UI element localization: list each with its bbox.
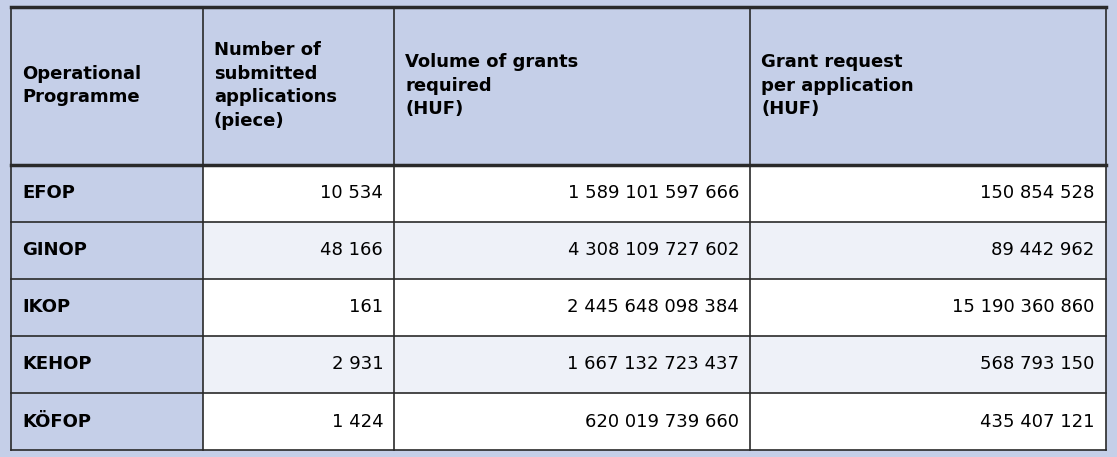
Text: 89 442 962: 89 442 962 [992,241,1095,259]
Bar [203,7,394,165]
Bar [751,222,1106,279]
Text: 568 793 150: 568 793 150 [981,356,1095,373]
Text: KEHOP: KEHOP [22,356,92,373]
Bar [394,393,751,450]
Bar [11,279,202,336]
Text: 1 667 132 723 437: 1 667 132 723 437 [567,356,739,373]
Text: 435 407 121: 435 407 121 [980,413,1095,430]
Text: Number of
submitted
applications
(piece): Number of submitted applications (piece) [214,41,337,130]
Bar [11,7,202,165]
Text: IKOP: IKOP [22,298,70,316]
Bar [751,393,1106,450]
Text: 1 424: 1 424 [332,413,383,430]
Bar [203,222,394,279]
Text: 48 166: 48 166 [321,241,383,259]
Bar [11,222,202,279]
Bar [394,7,751,165]
Bar [751,279,1106,336]
Text: 2 931: 2 931 [332,356,383,373]
Text: EFOP: EFOP [22,184,75,202]
Bar [751,165,1106,222]
Bar [11,393,202,450]
Bar [203,336,394,393]
Bar [203,165,394,222]
Text: Volume of grants
required
(HUF): Volume of grants required (HUF) [405,53,579,118]
Bar [394,165,751,222]
Bar [11,336,202,393]
Bar [394,279,751,336]
Bar [203,393,394,450]
Text: KÖFOP: KÖFOP [22,413,92,430]
Text: 2 445 648 098 384: 2 445 648 098 384 [567,298,739,316]
Text: Grant request
per application
(HUF): Grant request per application (HUF) [762,53,914,118]
Bar [11,165,202,222]
Text: GINOP: GINOP [22,241,87,259]
Bar [203,279,394,336]
Text: Operational
Programme: Operational Programme [22,65,142,106]
Text: 1 589 101 597 666: 1 589 101 597 666 [567,184,739,202]
Bar [751,336,1106,393]
Text: 10 534: 10 534 [321,184,383,202]
Text: 150 854 528: 150 854 528 [981,184,1095,202]
Bar [394,222,751,279]
Text: 161: 161 [349,298,383,316]
Text: 620 019 739 660: 620 019 739 660 [585,413,739,430]
Bar [751,7,1106,165]
Bar [394,336,751,393]
Text: 15 190 360 860: 15 190 360 860 [953,298,1095,316]
Text: 4 308 109 727 602: 4 308 109 727 602 [567,241,739,259]
